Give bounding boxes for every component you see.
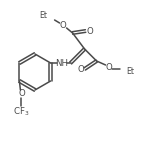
Text: NH: NH	[55, 58, 68, 68]
Text: O: O	[105, 62, 112, 71]
Text: O: O	[86, 27, 93, 36]
Text: Et: Et	[40, 11, 48, 20]
Text: O: O	[18, 89, 25, 98]
Text: O: O	[59, 20, 66, 29]
Text: O: O	[77, 66, 84, 75]
Text: Et: Et	[127, 67, 135, 76]
Text: CF$_3$: CF$_3$	[13, 106, 30, 118]
